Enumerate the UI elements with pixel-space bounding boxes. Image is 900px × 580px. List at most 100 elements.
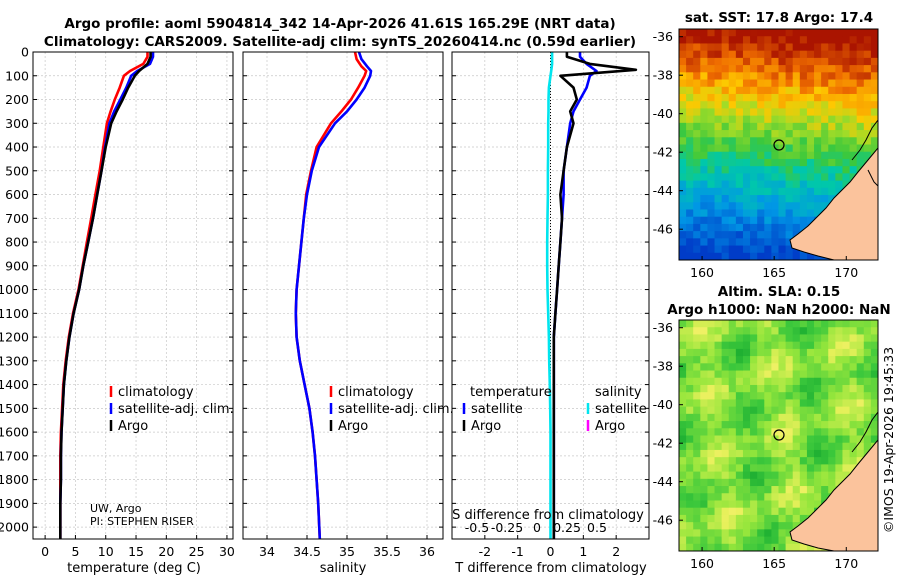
- lat-tick-label: -42: [653, 145, 673, 160]
- sla-cell: [679, 341, 687, 350]
- sla-cell: [728, 449, 737, 458]
- sst-cell: [750, 173, 758, 182]
- sla-cell: [742, 507, 751, 516]
- sla-cell: [821, 392, 829, 401]
- sla-cell: [792, 442, 801, 451]
- sst-cell: [714, 101, 723, 110]
- sla-cell: [863, 341, 872, 350]
- sla-cell: [814, 363, 822, 372]
- sst-cell: [785, 231, 794, 239]
- sst-cell: [686, 144, 694, 153]
- sst-cell: [821, 180, 829, 189]
- sla-cell: [757, 500, 765, 509]
- sst-cell: [750, 36, 758, 45]
- sst-cell: [778, 252, 787, 260]
- sla-cell: [686, 507, 694, 516]
- sla-cell: [792, 428, 801, 437]
- sst-cell: [728, 158, 737, 167]
- sst-cell: [757, 144, 765, 153]
- sst-cell: [814, 72, 822, 81]
- sst-cell: [707, 245, 716, 254]
- sla-cell: [771, 384, 780, 393]
- sst-cell: [778, 86, 787, 95]
- sst-cell: [814, 115, 822, 124]
- sla-cell: [785, 500, 794, 509]
- sst-cell: [700, 238, 709, 247]
- sla-cell: [849, 356, 858, 364]
- sla-cell: [856, 363, 865, 372]
- sst-cell: [792, 158, 801, 167]
- sst-cell: [693, 223, 701, 232]
- sla-cell: [835, 478, 844, 487]
- sst-cell: [778, 187, 787, 196]
- sst-cell: [742, 65, 751, 73]
- sst-cell: [821, 101, 829, 110]
- sst-cell: [757, 209, 765, 218]
- sla-cell: [806, 457, 815, 465]
- sla-cell: [785, 413, 794, 422]
- sla-cell: [693, 363, 701, 372]
- sla-cell: [693, 341, 701, 350]
- sla-cell: [764, 464, 772, 473]
- difference-lines: [545, 52, 638, 539]
- sst-cell: [785, 158, 794, 167]
- sst-cell: [693, 122, 701, 131]
- sla-cell: [785, 384, 794, 393]
- sla-cell: [842, 399, 851, 408]
- sst-cell: [799, 29, 808, 37]
- sla-cell: [700, 449, 709, 458]
- sst-cell: [778, 115, 787, 124]
- sst-cell: [785, 209, 794, 218]
- sst-cell: [771, 50, 780, 59]
- sst-cell: [750, 57, 758, 66]
- sla-cell: [835, 334, 844, 343]
- sst-cell: [686, 57, 694, 66]
- sla-cell: [707, 543, 716, 551]
- sla-cell: [828, 377, 836, 386]
- sst-cell: [771, 158, 780, 167]
- sla-cell: [785, 522, 794, 530]
- sst-cell: [778, 180, 787, 189]
- sla-cell: [814, 399, 822, 408]
- sst-cell: [828, 180, 836, 189]
- sst-cell: [700, 245, 709, 254]
- sst-cell: [693, 173, 701, 182]
- sst-cell: [821, 158, 829, 167]
- sla-cell: [835, 392, 844, 401]
- sla-cell: [728, 522, 737, 530]
- sla-cell: [764, 514, 772, 523]
- sst-cell: [814, 130, 822, 138]
- sst-cell: [856, 36, 865, 45]
- sst-cell: [757, 86, 765, 95]
- sla-cell: [700, 320, 709, 328]
- sla-cell: [849, 341, 858, 350]
- sst-cell: [700, 57, 709, 66]
- sst-cell: [778, 36, 787, 45]
- sst-cell: [842, 72, 851, 81]
- sla-cell: [849, 320, 858, 328]
- sla-cell: [785, 536, 794, 545]
- sst-cell: [728, 36, 737, 45]
- sla-cell: [721, 428, 730, 437]
- sst-cell: [806, 93, 815, 102]
- sla-cell: [849, 392, 858, 401]
- sla-cell: [679, 421, 687, 429]
- sst-cell: [714, 130, 723, 138]
- xtick-label: 5: [71, 544, 79, 559]
- sla-cell: [799, 457, 808, 465]
- sst-cell: [735, 36, 744, 45]
- sst-cell: [721, 65, 730, 73]
- sst-cell: [828, 130, 836, 138]
- sst-cell: [707, 187, 716, 196]
- sla-cell: [814, 500, 822, 509]
- sst-cell: [814, 166, 822, 174]
- sla-cell: [835, 421, 844, 429]
- sla-cell: [764, 356, 772, 364]
- sla-cell: [778, 442, 787, 451]
- sla-cell: [778, 471, 787, 480]
- sst-cell: [679, 195, 687, 203]
- sla-cell: [728, 370, 737, 379]
- sst-cell: [721, 245, 730, 254]
- sst-cell: [870, 36, 878, 45]
- sdiff-tick-label: -0.25: [491, 520, 523, 535]
